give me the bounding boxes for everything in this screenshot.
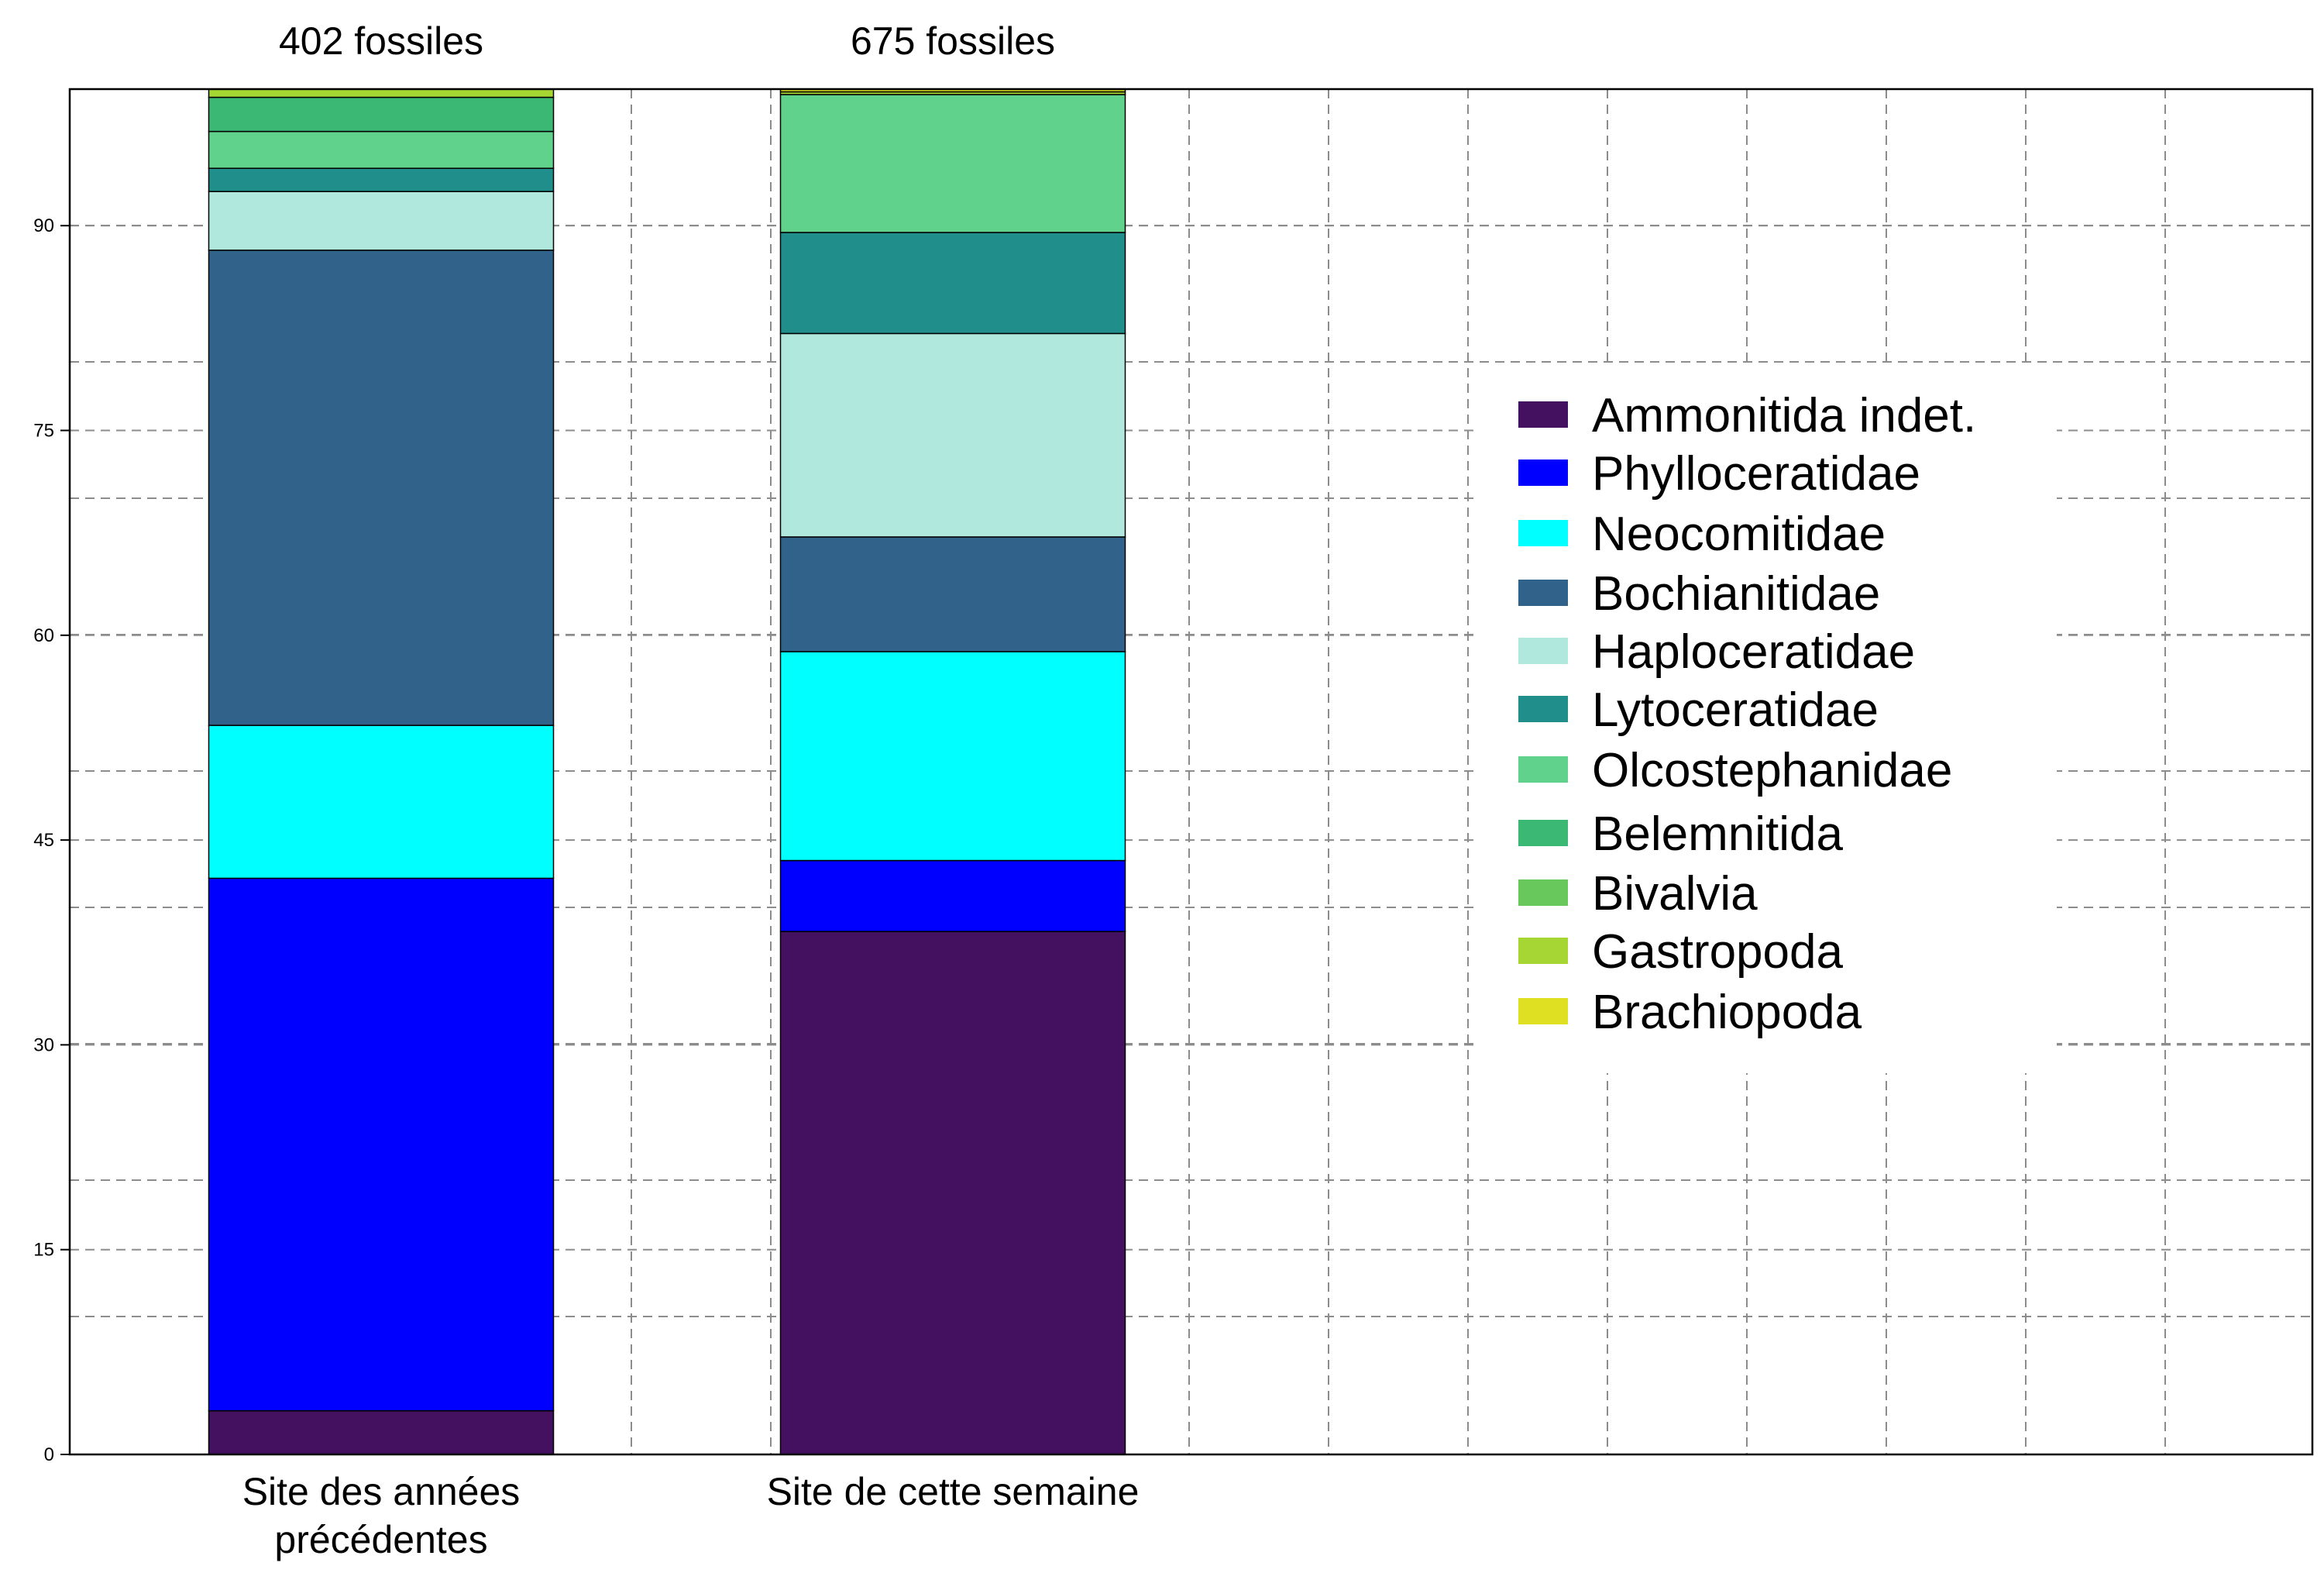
legend-swatch-belemnitida	[1518, 820, 1568, 846]
legend-swatch-ammonitida-indet-	[1518, 401, 1568, 428]
bar-segment-neocomitidae-0	[208, 725, 555, 879]
bar-segment-phylloceratidae-1	[779, 859, 1126, 932]
legend-label-lytoceratidae: Lytoceratidae	[1592, 683, 1879, 737]
y-tick-label-2: 30	[33, 1034, 54, 1055]
legend-label-ammonitida-indet-: Ammonitida indet.	[1592, 389, 1976, 442]
legend-background	[1476, 364, 2057, 1073]
legend-label-brachiopoda: Brachiopoda	[1592, 986, 1862, 1039]
legend-label-neocomitidae: Neocomitidae	[1592, 508, 1886, 561]
bar-segment-lytoceratidae-0	[208, 167, 555, 192]
legend: Ammonitida indet.Phylloceratidae Neocomit…	[1476, 364, 2057, 1073]
legend-swatch-lytoceratidae	[1518, 696, 1568, 722]
bar-segment-lytoceratidae-1	[779, 232, 1126, 335]
y-tick-label-3: 45	[33, 830, 54, 851]
bar-segment-haploceratidae-1	[779, 332, 1126, 538]
y-tick-label-5: 75	[33, 421, 54, 442]
bar-segment-neocomitidae-1	[779, 651, 1126, 862]
y-tick-label-6: 90	[33, 215, 54, 236]
legend-swatch-brachiopoda	[1518, 998, 1568, 1024]
bar-segment-olcostephanidae-1	[779, 94, 1126, 233]
legend-label-phylloceratidae: Phylloceratidae	[1592, 447, 1920, 501]
bar-segment-phylloceratidae-0	[208, 877, 555, 1412]
bar-segment-ammonitida-indet--0	[208, 1410, 555, 1455]
legend-label-bivalvia: Bivalvia	[1592, 867, 1758, 921]
bar-segment-ammonitida-indet--1	[779, 931, 1126, 1455]
legend-label-gastropoda: Gastropoda	[1592, 925, 1844, 979]
bar-segment-gastropoda-0	[208, 88, 555, 98]
bar-segment-haploceratidae-0	[208, 191, 555, 251]
bar-segment-bochianitidae-1	[779, 536, 1126, 652]
legend-swatch-bivalvia	[1518, 879, 1568, 906]
x-tick-label-1: Site de cette semaine	[767, 1470, 1140, 1513]
legend-label-olcostephanidae: Olcostephanidae	[1592, 744, 1952, 797]
bar-segment-bochianitidae-0	[208, 250, 555, 726]
y-tick-label-0: 0	[44, 1444, 54, 1465]
legend-swatch-phylloceratidae	[1518, 460, 1568, 486]
x-tick-label-0-line-0: Site des années	[242, 1470, 521, 1513]
bar-segment-belemnitida-0	[208, 96, 555, 133]
bar-total-label-0: 402 fossiles	[279, 19, 483, 63]
legend-label-belemnitida: Belemnitida	[1592, 807, 1843, 861]
legend-label-haploceratidae: Haploceratidae	[1592, 625, 1915, 679]
legend-swatch-olcostephanidae	[1518, 756, 1568, 783]
legend-swatch-haploceratidae	[1518, 638, 1568, 664]
legend-swatch-bochianitidae	[1518, 580, 1568, 606]
bar-total-label-1: 675 fossiles	[851, 19, 1055, 63]
plot-frame	[68, 88, 2314, 1456]
bar-segment-olcostephanidae-0	[208, 130, 555, 169]
legend-label-bochianitidae: Bochianitidae	[1592, 567, 1880, 621]
y-tick-label-1: 15	[33, 1240, 54, 1261]
x-tick-label-0-line-1: précédentes	[274, 1518, 487, 1561]
legend-swatch-gastropoda	[1518, 938, 1568, 964]
y-tick-label-4: 60	[33, 625, 54, 646]
legend-swatch-neocomitidae	[1518, 520, 1568, 546]
